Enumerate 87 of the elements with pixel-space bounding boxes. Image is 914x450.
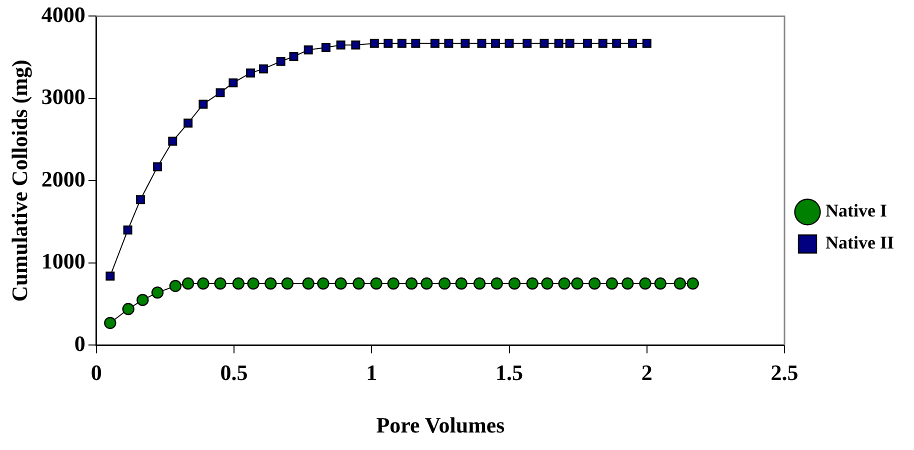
point	[522, 38, 532, 48]
point	[184, 118, 193, 128]
point	[281, 277, 294, 290]
legend-label: Native II	[826, 232, 894, 253]
point	[411, 38, 420, 48]
point	[169, 280, 182, 292]
point	[554, 38, 564, 48]
point	[477, 38, 486, 48]
point	[387, 277, 400, 290]
point	[104, 316, 116, 330]
point	[598, 38, 608, 48]
point	[460, 38, 470, 48]
point	[168, 136, 178, 146]
x-tick-label: 0	[90, 360, 102, 386]
point	[123, 226, 132, 235]
point	[504, 38, 514, 48]
point	[258, 64, 268, 74]
point	[571, 277, 584, 290]
point	[420, 277, 433, 290]
point	[216, 88, 225, 98]
point	[582, 38, 592, 48]
point	[384, 38, 393, 48]
x-tick-label: 1	[366, 360, 378, 386]
point	[264, 277, 277, 290]
point	[473, 277, 486, 290]
y-tick-label: 3000	[41, 84, 86, 110]
point	[136, 294, 149, 306]
point	[370, 277, 382, 290]
point	[151, 286, 164, 299]
point	[541, 277, 554, 290]
point	[654, 277, 666, 290]
point	[526, 277, 538, 290]
point	[588, 277, 601, 290]
point	[247, 277, 260, 290]
point	[628, 38, 638, 48]
point	[289, 52, 298, 61]
point	[622, 277, 634, 290]
y-tick-label: 0	[74, 330, 86, 356]
point	[508, 277, 521, 290]
point	[642, 38, 652, 48]
point	[540, 38, 549, 48]
point	[491, 38, 500, 48]
point	[214, 277, 226, 290]
point	[198, 100, 208, 109]
point	[612, 38, 622, 48]
point	[639, 277, 652, 290]
y-axis-title: Cumulative Colloids (mg)	[6, 60, 32, 302]
point	[444, 38, 454, 48]
point	[370, 38, 379, 48]
point	[565, 38, 574, 48]
point	[302, 277, 314, 290]
point	[558, 277, 570, 290]
y-tick-label: 1000	[41, 248, 86, 274]
point	[405, 277, 418, 290]
point	[276, 56, 286, 66]
point	[321, 42, 330, 52]
point	[606, 277, 618, 290]
point	[228, 78, 238, 88]
point	[430, 38, 440, 48]
point	[438, 277, 451, 290]
x-tick-label: 2.5	[770, 360, 798, 386]
point	[106, 272, 115, 281]
y-tick-label: 2000	[41, 166, 86, 192]
x-tick-label: 1.5	[496, 360, 524, 386]
point	[490, 277, 503, 290]
x-axis-title: Pore Volumes	[376, 412, 506, 438]
x-tick-label: 0.5	[220, 360, 248, 386]
point	[317, 277, 330, 290]
point	[334, 277, 347, 290]
point	[351, 40, 360, 50]
point	[455, 277, 468, 290]
point	[246, 68, 256, 78]
point	[136, 195, 145, 204]
point	[686, 277, 699, 290]
point	[352, 277, 365, 290]
x-tick-label: 2	[641, 360, 652, 386]
point	[397, 38, 406, 48]
point	[153, 162, 162, 172]
point	[182, 277, 194, 290]
y-tick-label: 4000	[41, 2, 86, 27]
point	[674, 277, 686, 290]
point	[122, 302, 134, 316]
point	[336, 40, 346, 50]
point	[304, 45, 313, 54]
point	[197, 277, 210, 290]
legend-label: Native I	[826, 200, 888, 221]
point	[232, 277, 245, 290]
